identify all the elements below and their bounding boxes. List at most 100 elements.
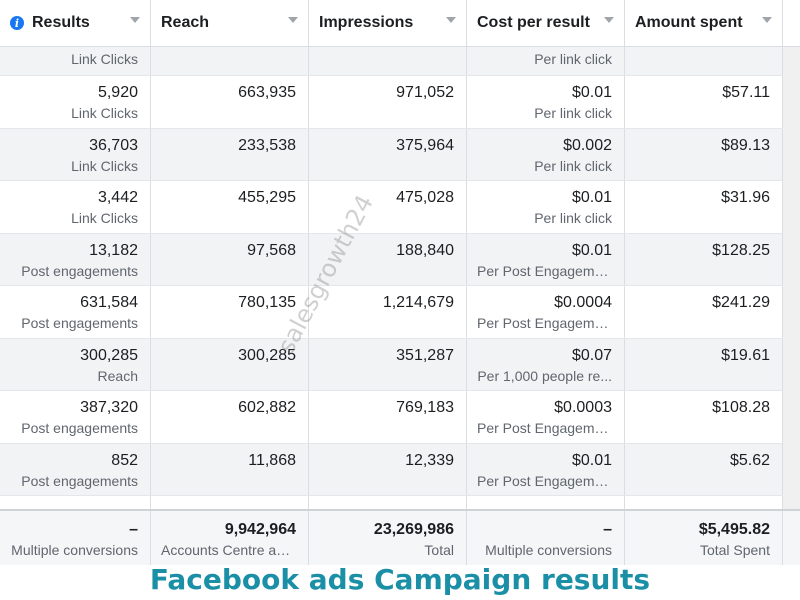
spent-cell: $57.11 — [625, 76, 783, 128]
result-type: Post engagements — [21, 262, 138, 279]
cost-type: Per 1,000 people re... — [477, 367, 612, 384]
reach-value: 602,882 — [238, 399, 296, 416]
cost-value: $0.01 — [571, 189, 612, 206]
total-spent-label: Total Spent — [699, 542, 770, 558]
impressions-cell — [309, 496, 467, 509]
reach-cell: 780,135 — [151, 286, 309, 338]
column-header-reach[interactable]: Reach — [151, 0, 309, 46]
impressions-cell: 375,964 — [309, 128, 467, 180]
result-type: Post engagements — [21, 472, 138, 489]
impressions-cell — [309, 46, 467, 75]
cost-type: Per Post Engageme... — [477, 315, 612, 331]
table-row[interactable]: 13,182 Post engagements 97,568 188,840 $0… — [0, 233, 800, 286]
table-row[interactable]: 852 Post engagements 11,868 12,339 $0.01 P… — [0, 443, 800, 496]
spent-value: $108.28 — [712, 399, 770, 416]
reach-value: 11,868 — [248, 451, 296, 469]
reach-cell: 300,285 — [151, 338, 309, 390]
result-type: Reach — [97, 367, 138, 384]
table-body[interactable]: Link Clicks Per link click 5,920 Link Cli… — [0, 46, 800, 509]
impressions-value: 188,840 — [396, 241, 454, 259]
impressions-value: 475,028 — [396, 189, 454, 206]
table-row[interactable]: 631,584 Post engagements 780,135 1,214,67… — [0, 286, 800, 339]
result-value: 3,442 — [97, 189, 138, 206]
reach-cell — [151, 46, 309, 75]
spent-value: $19.61 — [721, 346, 770, 364]
chevron-down-icon[interactable] — [762, 17, 772, 23]
reach-cell: 602,882 — [151, 391, 309, 443]
table-row[interactable]: 5,920 Link Clicks 663,935 971,052 $0.01 Pe… — [0, 76, 800, 129]
reach-value: 233,538 — [238, 136, 296, 154]
reach-value: 780,135 — [238, 294, 296, 311]
spent-cell: $31.96 — [625, 181, 783, 233]
cost-type: Per Post Engageme... — [477, 262, 612, 279]
total-results-label: Multiple conversions — [11, 542, 138, 558]
reach-cell: 455,295 — [151, 181, 309, 233]
spent-value: $89.13 — [721, 136, 770, 154]
total-impressions-cell: 23,269,986 Total — [309, 511, 467, 565]
table-row[interactable]: 300,285 Reach 300,285 351,287 $0.07 Per 1,… — [0, 338, 800, 391]
result-type: Link Clicks — [71, 105, 138, 121]
chevron-down-icon[interactable] — [604, 17, 614, 23]
cost-cell: $0.01 Per Post Engageme... — [467, 443, 625, 495]
impressions-cell: 12,339 — [309, 443, 467, 495]
cost-value: $0.01 — [571, 451, 612, 469]
result-value: 13,182 — [89, 241, 138, 259]
result-type: Link Clicks — [71, 210, 138, 226]
info-icon[interactable]: i — [10, 16, 24, 30]
table-row[interactable]: 36,703 Link Clicks 233,538 375,964 $0.002… — [0, 128, 800, 181]
column-label: Cost per result — [477, 14, 590, 31]
result-value: 631,584 — [80, 294, 138, 311]
cost-cell: $0.01 Per link click — [467, 181, 625, 233]
column-header-impressions[interactable]: Impressions — [309, 0, 467, 46]
cost-cell: $0.002 Per link click — [467, 128, 625, 180]
chevron-down-icon[interactable] — [446, 17, 456, 23]
vertical-scrollbar[interactable] — [783, 46, 800, 509]
spent-cell: $241.29 — [625, 286, 783, 338]
table-row[interactable]: 387,320 Post engagements 602,882 769,183 … — [0, 391, 800, 444]
chevron-down-icon[interactable] — [288, 17, 298, 23]
impressions-value: 769,183 — [396, 399, 454, 416]
impressions-value: 1,214,679 — [382, 294, 454, 311]
result-value: 36,703 — [89, 136, 138, 154]
table-row[interactable]: 3,442 Link Clicks 455,295 475,028 $0.01 Pe… — [0, 181, 800, 234]
cost-cell: $0.01 Per Post Engageme... — [467, 233, 625, 285]
column-header-amount-spent[interactable]: Amount spent — [625, 0, 783, 46]
reach-cell — [151, 496, 309, 509]
total-cost-cell: – Multiple conversions — [467, 511, 625, 565]
total-results-value: – — [129, 521, 138, 538]
cost-type: Per link click — [534, 157, 612, 174]
chevron-down-icon[interactable] — [130, 17, 140, 23]
cost-type: Per link click — [534, 210, 612, 226]
results-cell — [0, 496, 151, 509]
results-table: i Results Reach Impressions Cost per res… — [0, 0, 800, 565]
spent-cell: $128.25 — [625, 233, 783, 285]
spent-cell — [625, 496, 783, 509]
cost-cell: $0.0004 Per Post Engageme... — [467, 286, 625, 338]
table-row[interactable] — [0, 496, 800, 509]
column-header-results[interactable]: i Results — [0, 0, 151, 46]
spent-cell: $19.61 — [625, 338, 783, 390]
column-label: Reach — [161, 14, 210, 31]
column-label: Amount spent — [635, 14, 743, 31]
result-value: 5,920 — [97, 84, 138, 101]
impressions-cell: 971,052 — [309, 76, 467, 128]
results-cell: 631,584 Post engagements — [0, 286, 151, 338]
column-header-cost-per-result[interactable]: Cost per result — [467, 0, 625, 46]
total-impressions-label: Total — [424, 542, 454, 558]
table-row[interactable]: Link Clicks Per link click — [0, 46, 800, 76]
spent-value: $57.11 — [722, 84, 770, 101]
spent-value: $128.25 — [712, 241, 770, 259]
reach-value: 663,935 — [238, 84, 296, 101]
result-type: Link Clicks — [71, 157, 138, 174]
cost-value: $0.01 — [571, 84, 612, 101]
spent-cell: $108.28 — [625, 391, 783, 443]
cost-cell: Per link click — [467, 46, 625, 75]
spent-value: $31.96 — [721, 189, 770, 206]
reach-cell: 97,568 — [151, 233, 309, 285]
cost-type: Per Post Engageme... — [477, 472, 612, 489]
reach-value: 455,295 — [238, 189, 296, 206]
cost-value: $0.0003 — [554, 399, 612, 416]
cost-cell: $0.07 Per 1,000 people re... — [467, 338, 625, 390]
impressions-value: 12,339 — [405, 451, 454, 469]
row-spacer — [783, 511, 800, 565]
